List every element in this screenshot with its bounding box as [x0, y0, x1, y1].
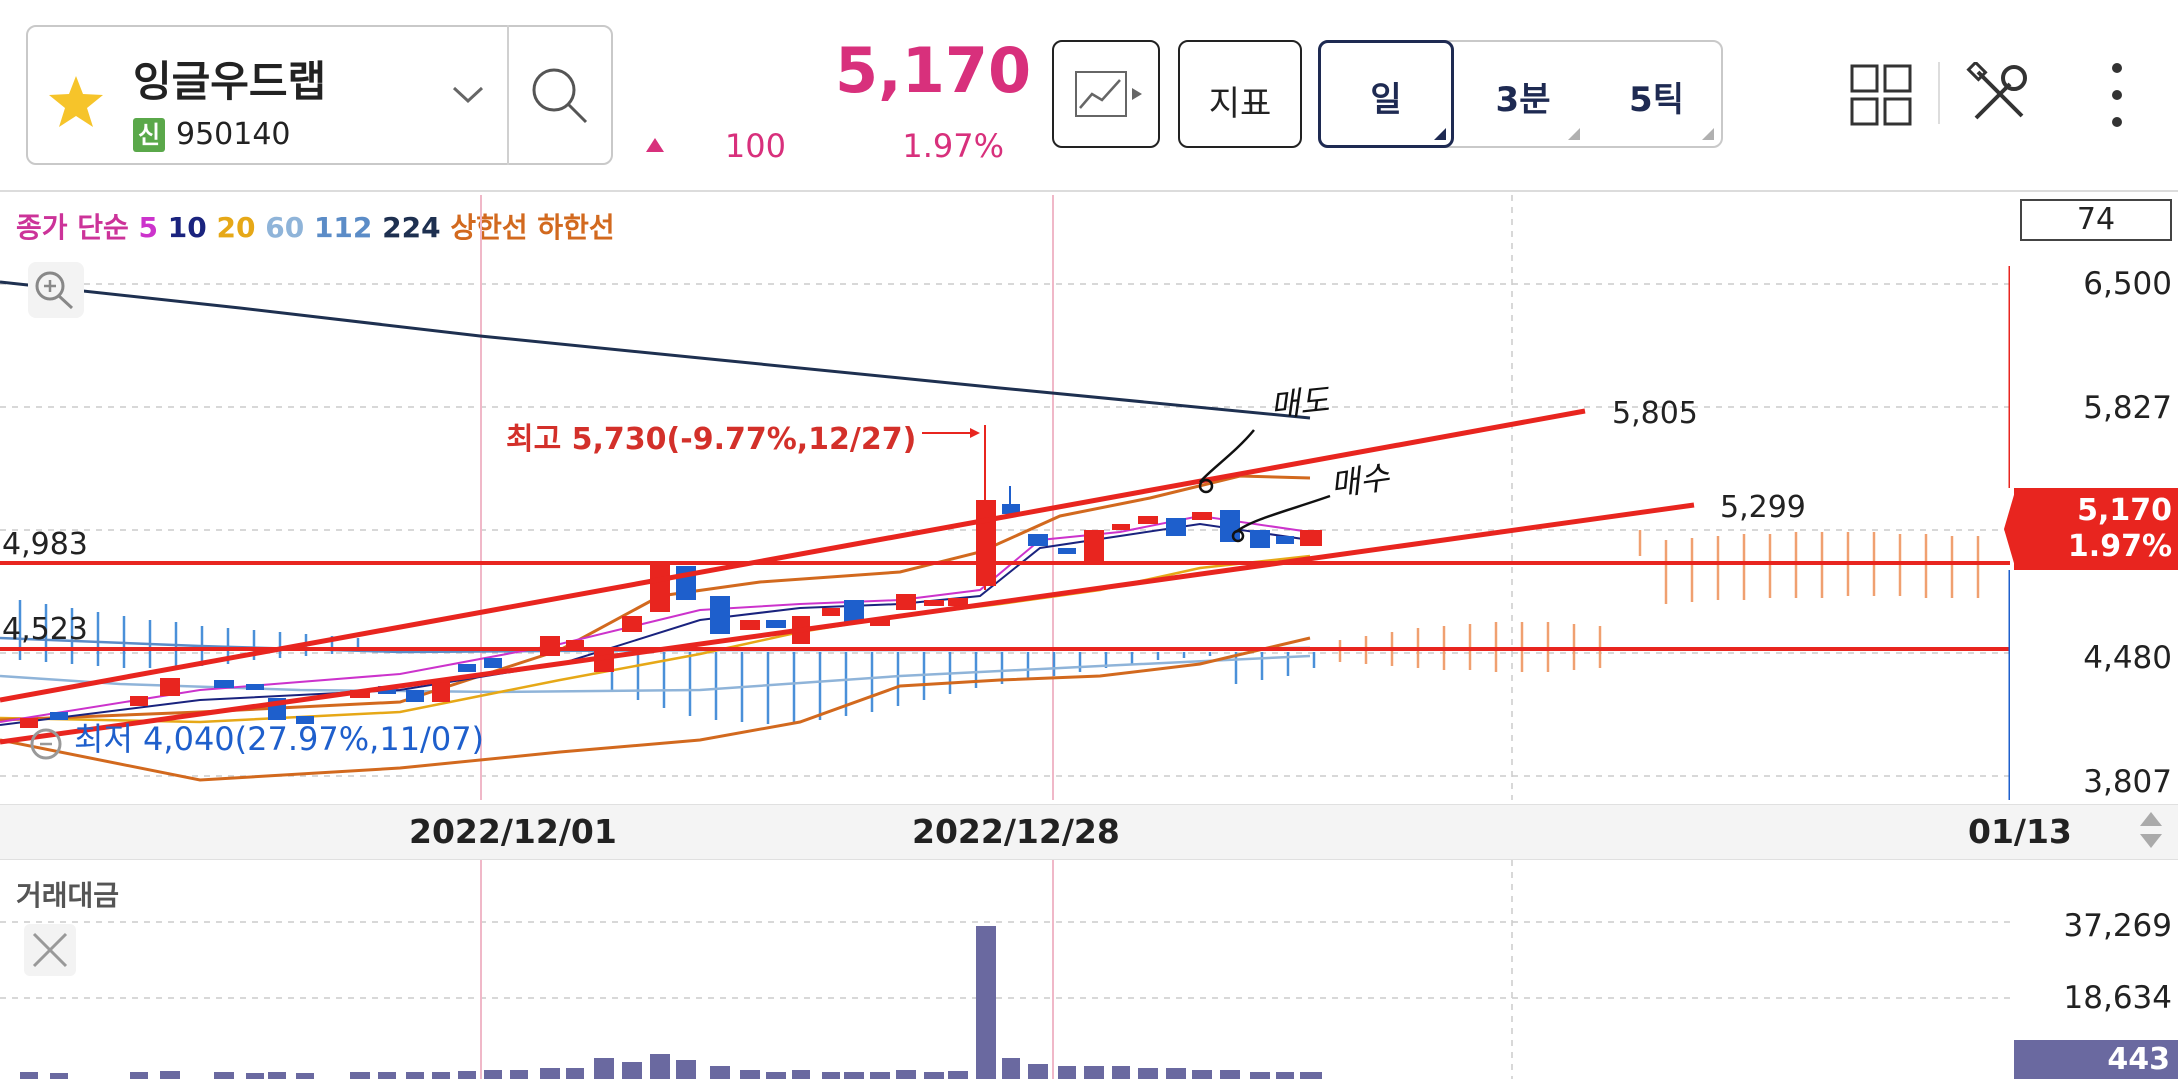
high-price-annotation: 최고 5,730(-9.77%,12/27) — [506, 422, 917, 457]
legend-prefix: 종가 단순 — [16, 211, 129, 244]
indicator-button[interactable]: 지표 — [1178, 40, 1302, 148]
header-divider — [1938, 62, 1940, 124]
current-price-tag-percent: 1.97% — [2067, 529, 2172, 564]
trendline-label-lower: 5,299 — [1720, 490, 1806, 525]
level-label-4983: 4,983 — [2, 527, 88, 562]
chevron-down-icon[interactable] — [450, 82, 486, 106]
more-vertical-icon[interactable] — [2104, 60, 2130, 130]
close-icon[interactable] — [24, 924, 76, 976]
price-change-value: 100 — [724, 127, 786, 165]
legend-ma-224: 224 — [382, 211, 441, 244]
trendline-label-upper: 5,805 — [1612, 396, 1698, 431]
star-icon[interactable] — [46, 72, 106, 132]
y-axis-label-3807: 3,807 — [2083, 764, 2172, 800]
current-price-tag: 5,170 1.97% — [2014, 488, 2178, 570]
volume-y-label-37269: 37,269 — [2063, 908, 2172, 944]
current-price-tag-price: 5,170 — [2077, 493, 2172, 528]
legend-ma-5: 5 — [138, 211, 159, 244]
legend-ma-20: 20 — [216, 211, 256, 244]
axis-resize-icon[interactable] — [2136, 808, 2166, 852]
indicator-value-box: 74 — [2020, 199, 2172, 241]
legend-ma-10: 10 — [167, 211, 207, 244]
volume-y-label-18634: 18,634 — [2063, 980, 2172, 1016]
new-listing-badge: 신 — [133, 118, 165, 152]
chart-type-icon — [1075, 71, 1142, 117]
x-axis-label-0113: 01/13 — [1968, 812, 2072, 851]
tab-3min-corner — [1568, 128, 1580, 140]
x-axis-label-1228: 2022/12/28 — [912, 812, 1120, 851]
tab-day-selected-frame — [1318, 40, 1454, 148]
price-chart-canvas[interactable] — [0, 195, 2010, 803]
y-axis-label-5827: 5,827 — [2083, 390, 2172, 426]
volume-chart-canvas[interactable] — [0, 860, 2010, 1079]
stock-code: 950140 — [176, 117, 291, 152]
x-axis-label-1201: 2022/12/01 — [409, 812, 617, 851]
up-triangle-icon — [644, 136, 666, 154]
handwritten-sell: 매도 — [1268, 381, 1331, 425]
stock-box-divider — [507, 25, 509, 165]
tab-5tick[interactable]: 5틱 — [1629, 80, 1684, 120]
level-label-4523: 4,523 — [2, 612, 88, 647]
tab-day[interactable]: 일 — [1370, 80, 1402, 120]
header-bottom-rule — [0, 190, 2178, 192]
tab-5tick-corner — [1702, 128, 1714, 140]
legend-ma-112: 112 — [313, 211, 373, 244]
volume-current-tag: 443 — [2014, 1040, 2178, 1079]
chart-type-button[interactable] — [1052, 40, 1160, 148]
legend-upper-limit: 상한선 — [450, 211, 528, 244]
date-axis-bar[interactable] — [0, 804, 2178, 860]
indicator-button-label: 지표 — [1208, 84, 1272, 124]
layout-grid-icon[interactable] — [1850, 64, 1912, 126]
legend-lower-limit: 하한선 — [537, 211, 615, 244]
price-tag-arrow — [2004, 488, 2016, 570]
volume-panel-title: 거래대금 — [16, 879, 120, 912]
tab-day-corner — [1434, 128, 1446, 140]
zoom-in-icon — [28, 262, 84, 318]
current-price: 5,170 — [835, 34, 1032, 107]
stock-selector[interactable] — [26, 25, 613, 165]
tab-3min[interactable]: 3분 — [1495, 80, 1551, 120]
handwritten-buy: 매수 — [1327, 458, 1392, 504]
price-change-percent: 1.97% — [902, 127, 1004, 165]
chart-legend: 종가 단순 5 10 20 60 112 224 상한선 하한선 — [16, 206, 615, 246]
y-axis-label-4480: 4,480 — [2083, 640, 2172, 676]
tools-icon[interactable] — [1966, 60, 2032, 128]
zoom-out-icon — [30, 728, 62, 760]
stock-name: 잉글우드랩 — [133, 57, 327, 106]
legend-ma-60: 60 — [265, 211, 305, 244]
low-price-annotation: 최저 4,040(27.97%,11/07) — [74, 720, 485, 758]
y-axis-label-6500: 6,500 — [2083, 266, 2172, 302]
search-icon[interactable] — [528, 64, 592, 128]
